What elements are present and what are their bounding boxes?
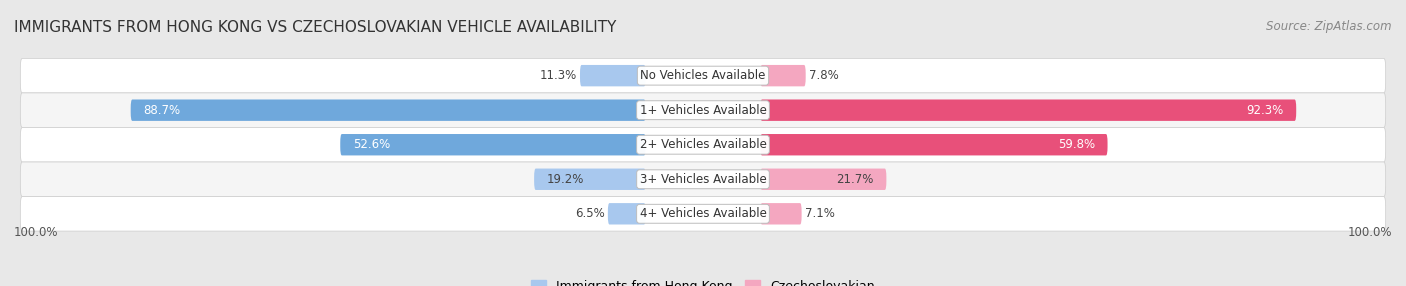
Text: 59.8%: 59.8%	[1057, 138, 1095, 151]
FancyBboxPatch shape	[761, 134, 1108, 155]
FancyBboxPatch shape	[20, 93, 1386, 128]
Text: 2+ Vehicles Available: 2+ Vehicles Available	[640, 138, 766, 151]
Text: 7.1%: 7.1%	[804, 207, 835, 220]
FancyBboxPatch shape	[20, 162, 1386, 196]
Text: 92.3%: 92.3%	[1246, 104, 1284, 117]
FancyBboxPatch shape	[131, 100, 645, 121]
Text: No Vehicles Available: No Vehicles Available	[640, 69, 766, 82]
Text: IMMIGRANTS FROM HONG KONG VS CZECHOSLOVAKIAN VEHICLE AVAILABILITY: IMMIGRANTS FROM HONG KONG VS CZECHOSLOVA…	[14, 20, 616, 35]
Text: 1+ Vehicles Available: 1+ Vehicles Available	[640, 104, 766, 117]
Text: Source: ZipAtlas.com: Source: ZipAtlas.com	[1267, 20, 1392, 33]
FancyBboxPatch shape	[761, 168, 886, 190]
Legend: Immigrants from Hong Kong, Czechoslovakian: Immigrants from Hong Kong, Czechoslovaki…	[526, 275, 880, 286]
Text: 19.2%: 19.2%	[547, 173, 585, 186]
Text: 7.8%: 7.8%	[808, 69, 838, 82]
FancyBboxPatch shape	[761, 203, 801, 225]
Text: 4+ Vehicles Available: 4+ Vehicles Available	[640, 207, 766, 220]
FancyBboxPatch shape	[581, 65, 645, 86]
Text: 6.5%: 6.5%	[575, 207, 605, 220]
FancyBboxPatch shape	[340, 134, 645, 155]
Text: 52.6%: 52.6%	[353, 138, 391, 151]
Text: 100.0%: 100.0%	[14, 226, 59, 239]
Text: 3+ Vehicles Available: 3+ Vehicles Available	[640, 173, 766, 186]
FancyBboxPatch shape	[20, 58, 1386, 93]
FancyBboxPatch shape	[20, 196, 1386, 231]
FancyBboxPatch shape	[607, 203, 645, 225]
FancyBboxPatch shape	[20, 128, 1386, 162]
Text: 11.3%: 11.3%	[540, 69, 576, 82]
Text: 88.7%: 88.7%	[143, 104, 180, 117]
Text: 21.7%: 21.7%	[837, 173, 873, 186]
Text: 100.0%: 100.0%	[1347, 226, 1392, 239]
FancyBboxPatch shape	[761, 65, 806, 86]
FancyBboxPatch shape	[761, 100, 1296, 121]
FancyBboxPatch shape	[534, 168, 645, 190]
